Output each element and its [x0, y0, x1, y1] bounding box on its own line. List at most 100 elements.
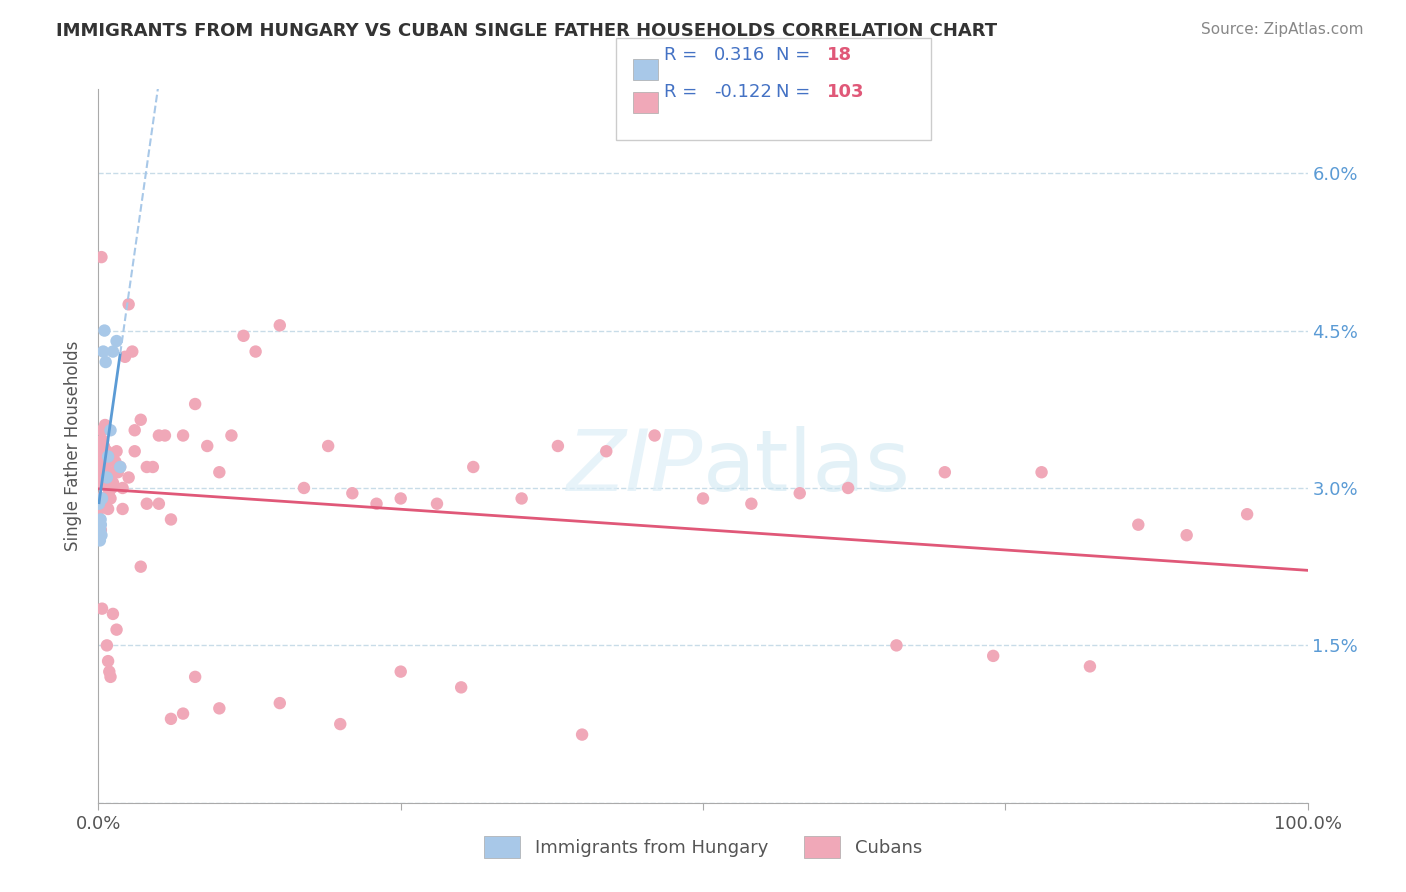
Point: [91, 423, 114, 437]
Point: [89, 528, 111, 542]
Point: [366, 497, 388, 511]
Point: [934, 465, 956, 479]
Point: [96, 470, 118, 484]
Point: [195, 439, 218, 453]
Point: [105, 444, 128, 458]
Point: [160, 712, 183, 726]
Point: [89, 523, 111, 537]
Point: [644, 428, 666, 442]
Point: [96, 470, 118, 484]
Point: [111, 481, 134, 495]
Point: [129, 413, 152, 427]
Point: [90, 444, 112, 458]
Point: [90, 465, 112, 479]
Point: [104, 455, 127, 469]
Point: [97, 450, 120, 464]
Point: [595, 444, 617, 458]
Point: [90, 455, 112, 469]
Point: [100, 670, 122, 684]
Point: [172, 428, 194, 442]
Point: [94, 417, 117, 432]
Point: [124, 423, 146, 437]
Point: [87, 465, 110, 479]
Point: [450, 681, 472, 695]
Point: [93, 460, 115, 475]
Point: [90, 250, 112, 264]
Point: [89, 470, 111, 484]
Text: Source: ZipAtlas.com: Source: ZipAtlas.com: [1201, 22, 1364, 37]
Point: [97, 502, 120, 516]
Point: [547, 439, 569, 453]
Point: [91, 344, 114, 359]
Text: R =: R =: [664, 46, 697, 64]
Point: [148, 428, 170, 442]
Point: [96, 639, 118, 653]
Point: [1236, 507, 1258, 521]
Point: [148, 497, 170, 511]
Point: [184, 670, 207, 684]
Point: [221, 428, 243, 442]
Point: [89, 475, 111, 490]
Text: IMMIGRANTS FROM HUNGARY VS CUBAN SINGLE FATHER HOUSEHOLDS CORRELATION CHART: IMMIGRANTS FROM HUNGARY VS CUBAN SINGLE …: [56, 22, 997, 40]
Point: [93, 450, 115, 464]
Text: 18: 18: [827, 46, 852, 64]
Point: [1078, 659, 1101, 673]
Text: 103: 103: [827, 83, 865, 101]
Point: [269, 696, 291, 710]
Point: [837, 481, 859, 495]
Point: [91, 491, 114, 506]
Point: [105, 334, 128, 348]
Point: [93, 475, 115, 490]
Point: [121, 344, 143, 359]
Point: [118, 297, 141, 311]
Point: [94, 460, 117, 475]
Text: N =: N =: [776, 83, 810, 101]
Point: [90, 523, 112, 537]
Point: [105, 623, 128, 637]
Point: [124, 444, 146, 458]
Point: [100, 481, 122, 495]
Point: [90, 512, 112, 526]
Point: [571, 728, 593, 742]
Point: [208, 701, 231, 715]
Point: [329, 717, 352, 731]
Point: [100, 423, 122, 437]
Point: [160, 512, 183, 526]
Text: N =: N =: [776, 46, 810, 64]
Point: [981, 648, 1004, 663]
Text: atlas: atlas: [703, 425, 911, 509]
Point: [98, 665, 121, 679]
Point: [94, 465, 117, 479]
Point: [1031, 465, 1053, 479]
Point: [510, 491, 533, 506]
Point: [389, 665, 412, 679]
Point: [91, 491, 114, 506]
Point: [89, 491, 111, 506]
Point: [90, 517, 112, 532]
Point: [172, 706, 194, 721]
Point: [91, 455, 114, 469]
Point: [94, 355, 117, 369]
Point: [87, 497, 110, 511]
Point: [93, 324, 115, 338]
Point: [269, 318, 291, 333]
Point: [108, 460, 131, 475]
Point: [232, 328, 254, 343]
Legend: Immigrants from Hungary, Cubans: Immigrants from Hungary, Cubans: [477, 829, 929, 865]
Point: [316, 439, 339, 453]
Point: [153, 428, 176, 442]
Point: [463, 460, 485, 475]
Point: [1175, 528, 1198, 542]
Point: [101, 475, 124, 490]
Point: [89, 517, 111, 532]
Text: -0.122: -0.122: [714, 83, 772, 101]
Point: [111, 502, 134, 516]
Point: [426, 497, 449, 511]
Point: [101, 607, 124, 621]
Point: [740, 497, 762, 511]
Point: [692, 491, 714, 506]
Point: [93, 439, 115, 453]
Point: [184, 397, 207, 411]
Point: [108, 460, 131, 475]
Point: [97, 654, 120, 668]
